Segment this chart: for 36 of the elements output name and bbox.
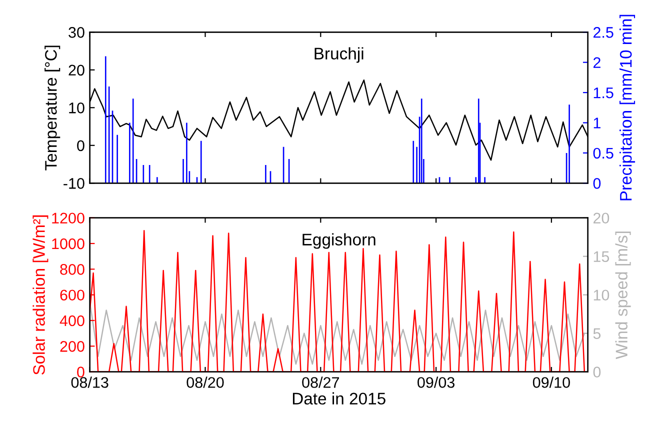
y-tick-label: 400 xyxy=(60,315,84,326)
y2-tick-label: 0.5 xyxy=(593,148,614,159)
y-tick-label: 0 xyxy=(77,366,84,378)
y-tick-label: 20 xyxy=(68,64,84,76)
y2-axis-title: Precipitation [mm/10 min] xyxy=(620,14,636,200)
y-axis-title: Solar radiation [W/m²] xyxy=(32,215,48,375)
y-tick-label: 30 xyxy=(68,27,84,38)
y-axis-title: Temperature [°C] xyxy=(44,46,60,170)
y2-tick-label: 2 xyxy=(593,57,600,68)
y2-axis-title: Wind speed [m/s] xyxy=(615,232,631,360)
y2-tick-label: 2.5 xyxy=(593,27,614,38)
line-series xyxy=(90,230,586,372)
x-tick-label: 08/20 xyxy=(186,376,224,388)
y2-tick-label: 20 xyxy=(593,212,610,224)
x-tick-label: 08/27 xyxy=(302,376,339,388)
y-tick-label: 800 xyxy=(60,264,84,275)
x-tick-label: 09/10 xyxy=(532,376,570,388)
x-tick-label: 09/03 xyxy=(418,376,454,388)
x-axis-title: Date in 2015 xyxy=(292,392,386,405)
y-tick-label: 1200 xyxy=(52,212,84,224)
y-tick-label: 600 xyxy=(60,290,84,301)
y-tick-label: 200 xyxy=(60,341,84,352)
y-tick-label: 10 xyxy=(69,102,84,114)
text: Bruchji xyxy=(314,47,364,63)
x-tick-label: 08/13 xyxy=(71,376,108,388)
y2-tick-label: 0 xyxy=(593,178,601,189)
y2-tick-label: 1 xyxy=(594,118,600,128)
y2-tick-label: 15 xyxy=(594,251,610,262)
y-tick-label: 1000 xyxy=(52,238,84,250)
y-tick-label: -10 xyxy=(64,178,84,189)
y2-tick-label: 0 xyxy=(593,366,601,378)
y2-tick-label: 5 xyxy=(593,328,601,340)
y-tick-label: 0 xyxy=(77,140,84,152)
text: Eggishorn xyxy=(302,233,376,249)
y2-tick-label: 1.5 xyxy=(594,88,614,98)
y2-tick-label: 10 xyxy=(594,290,610,301)
